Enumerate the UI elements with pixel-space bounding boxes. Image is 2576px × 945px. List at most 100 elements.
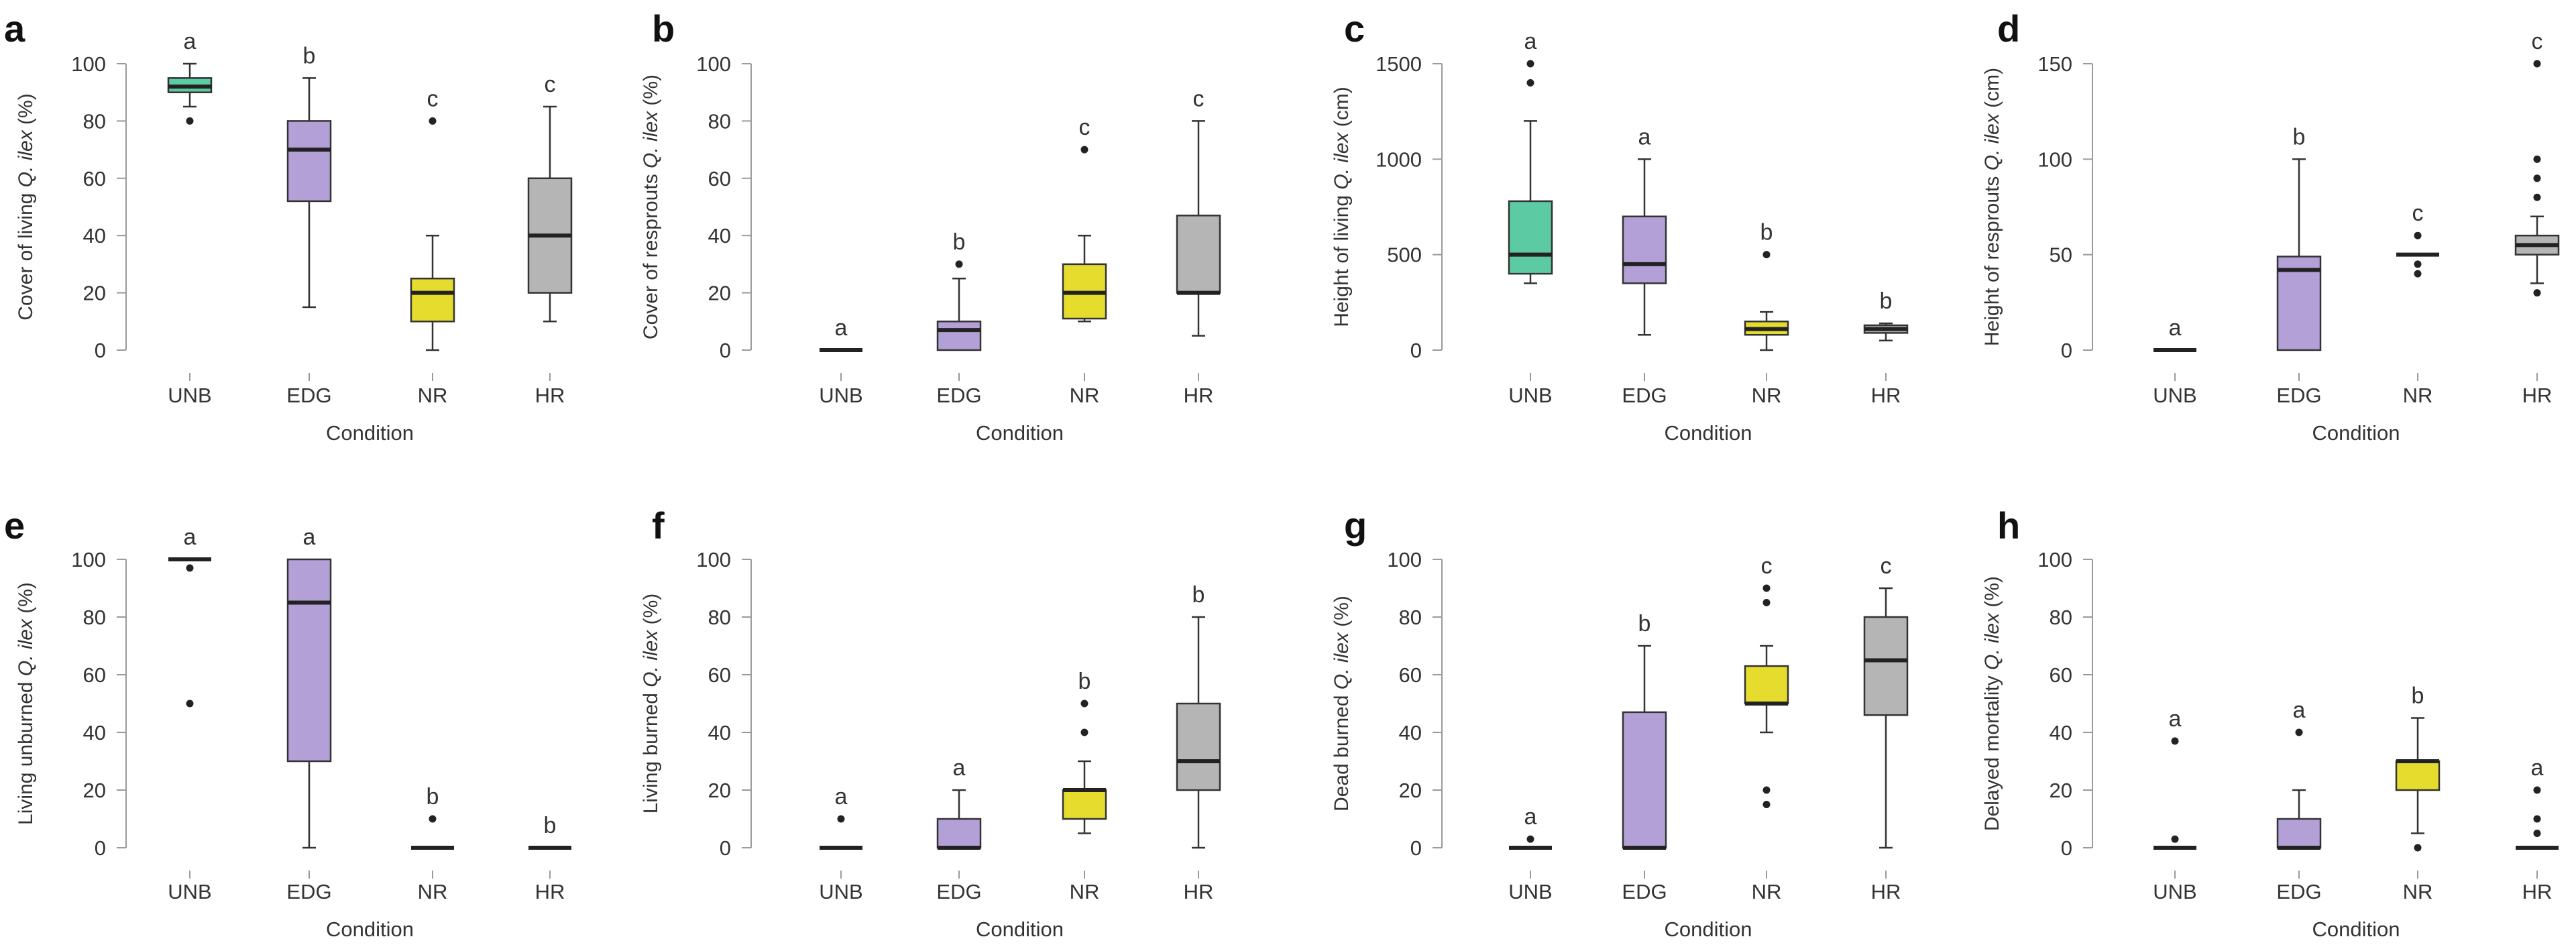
chart-b-box-nr: NR c xyxy=(1062,115,1107,407)
chart-b-box-hr: HR c xyxy=(1176,86,1221,407)
chart-g-box-hr: HR c xyxy=(1863,553,1909,903)
chart-h-outlier-point xyxy=(2171,737,2179,745)
chart-g-y-axis-label-part: Q. ilex xyxy=(1331,632,1353,689)
chart-f-significance-letter: a xyxy=(835,784,848,810)
chart-h-x-tick-label: HR xyxy=(2522,880,2553,903)
chart-d-y-tick-label: 150 xyxy=(2037,52,2072,76)
chart-g-x-tick-label: NR xyxy=(1752,880,1782,903)
chart-g-x-tick-label: HR xyxy=(1871,880,1901,903)
chart-e-y-axis-label-part: Living unburned xyxy=(15,676,37,825)
chart-f-box-nr: NR b xyxy=(1062,669,1107,903)
chart-g-box-body xyxy=(1622,711,1667,849)
chart-d-x-tick-label: HR xyxy=(2522,384,2553,407)
chart-e-y-axis-label: Living unburned Q. ilex (%) xyxy=(15,582,37,825)
chart-d-outlier-point xyxy=(2414,270,2422,278)
chart-e-x-tick-label: NR xyxy=(418,880,448,903)
chart-f-significance-letter: b xyxy=(1078,669,1091,694)
chart-e-significance-letter: a xyxy=(184,524,197,550)
chart-a-box-unb: UNB a xyxy=(167,29,213,407)
chart-f-box-unb: UNB a xyxy=(819,784,862,903)
chart-g-outlier-point xyxy=(1526,835,1534,843)
chart-h-x-axis-title: Condition xyxy=(2312,918,2400,941)
chart-a-y-tick-label: 40 xyxy=(83,224,106,247)
chart-g-significance-letter: c xyxy=(1761,553,1773,579)
chart-e-box-edg: EDG a xyxy=(286,524,331,903)
chart-c-box-unb: UNB a xyxy=(1508,29,1553,407)
chart-c-y-tick-label: 500 xyxy=(1387,243,1422,267)
chart-a-x-tick-label: NR xyxy=(418,384,448,407)
chart-h-box-body xyxy=(2395,760,2441,791)
chart-a-significance-letter: c xyxy=(427,86,439,111)
chart-f-box-body xyxy=(1176,702,1221,791)
chart-d-box-nr: NR c xyxy=(2396,201,2439,407)
chart-d-outlier-point xyxy=(2414,260,2422,268)
chart-c-significance-letter: a xyxy=(1638,124,1651,150)
chart-h-panel-letter: h xyxy=(1997,504,2020,547)
chart-f-box-hr: HR b xyxy=(1176,582,1221,903)
chart-c-y-tick-label: 1500 xyxy=(1376,52,1422,76)
chart-f-x-tick-label: UNB xyxy=(819,880,862,903)
chart-d-y-axis-label-part: (cm) xyxy=(1981,68,2003,113)
chart-b-y-axis-label-part: Cover of resprouts xyxy=(640,168,662,339)
chart-b-outlier-point xyxy=(955,260,963,268)
chart-c-box-nr: NR b xyxy=(1744,220,1789,407)
chart-c-y-axis-label-part: Q. ilex xyxy=(1331,132,1353,190)
chart-b-y-tick-label: 20 xyxy=(708,282,731,305)
chart-h-box-nr: NR b xyxy=(2395,683,2441,903)
chart-d: d 0 50 100 150 Height of resprouts Q. ilex (c… xyxy=(1981,7,2560,445)
chart-e-box-nr: NR b xyxy=(411,784,454,903)
chart-d-outlier-point xyxy=(2533,193,2541,201)
chart-a-y-axis-label-part: Q. ilex xyxy=(15,129,37,187)
chart-a-y-tick-label: 60 xyxy=(83,167,106,190)
chart-e-box-unb: UNB a xyxy=(168,524,211,903)
chart-d-outlier-point xyxy=(2533,174,2541,182)
chart-d-x-tick-label: NR xyxy=(2403,384,2433,407)
chart-f-y-axis-label-part: (%) xyxy=(640,594,662,630)
chart-c-y-axis-label-part: (cm) xyxy=(1331,87,1353,132)
chart-b-x-tick-label: EDG xyxy=(936,384,981,407)
chart-h-box-body xyxy=(2276,818,2322,849)
chart-g-panel-letter: g xyxy=(1344,504,1367,547)
chart-a-box-nr: NR c xyxy=(410,86,455,407)
chart-b-significance-letter: a xyxy=(835,315,848,341)
chart-b-y-axis-label: Cover of resprouts Q. ilex (%) xyxy=(640,74,662,339)
chart-e-y-tick-label: 20 xyxy=(83,779,106,802)
chart-e-x-tick-label: HR xyxy=(535,880,565,903)
chart-g-outlier-point xyxy=(1762,786,1771,794)
chart-d-outlier-point xyxy=(2533,155,2541,163)
chart-g-outlier-point xyxy=(1762,584,1771,592)
chart-a-x-tick-label: EDG xyxy=(286,384,331,407)
chart-a-outlier-point xyxy=(429,117,437,125)
chart-c-x-tick-label: NR xyxy=(1752,384,1782,407)
chart-b-box-body xyxy=(936,321,982,351)
chart-c-x-tick-label: HR xyxy=(1871,384,1901,407)
chart-d-x-tick-label: UNB xyxy=(2153,384,2196,407)
chart-d-box-hr: HR c xyxy=(2514,29,2560,407)
chart-b-x-tick-label: NR xyxy=(1070,384,1100,407)
chart-g-x-tick-label: EDG xyxy=(1622,880,1667,903)
chart-g-significance-letter: b xyxy=(1638,611,1651,636)
chart-f-box-edg: EDG a xyxy=(936,755,981,903)
chart-b-box-body xyxy=(1176,215,1221,294)
chart-d-box-edg: EDG b xyxy=(2276,124,2321,407)
chart-h-y-tick-label: 80 xyxy=(2050,606,2072,629)
chart-d-outlier-point xyxy=(2533,289,2541,297)
chart-h-x-tick-label: NR xyxy=(2403,880,2433,903)
chart-f-x-axis-title: Condition xyxy=(976,918,1064,941)
chart-d-significance-letter: c xyxy=(2412,201,2424,226)
chart-d-outlier-point xyxy=(2414,231,2422,239)
chart-g-x-tick-label: UNB xyxy=(1508,880,1552,903)
chart-c-box-body xyxy=(1622,215,1667,284)
chart-g: g 0 20 40 60 80 100 Dead burned Q. ilex (%) Cond… xyxy=(1331,504,1909,941)
chart-b-x-tick-label: UNB xyxy=(819,384,862,407)
chart-e-x-tick-label: EDG xyxy=(286,880,331,903)
chart-b-outlier-point xyxy=(1080,146,1088,154)
chart-e-box-body xyxy=(286,558,332,763)
chart-d-panel-letter: d xyxy=(1997,7,2020,50)
chart-b-y-tick-label: 60 xyxy=(708,167,731,190)
chart-g-box-body xyxy=(1863,616,1909,716)
chart-a-significance-letter: a xyxy=(184,29,197,54)
chart-h: h 0 20 40 60 80 100 Delayed mortality Q. ilex (… xyxy=(1981,504,2559,941)
chart-d-x-axis-title: Condition xyxy=(2312,421,2400,445)
chart-h-significance-letter: a xyxy=(2531,755,2544,781)
